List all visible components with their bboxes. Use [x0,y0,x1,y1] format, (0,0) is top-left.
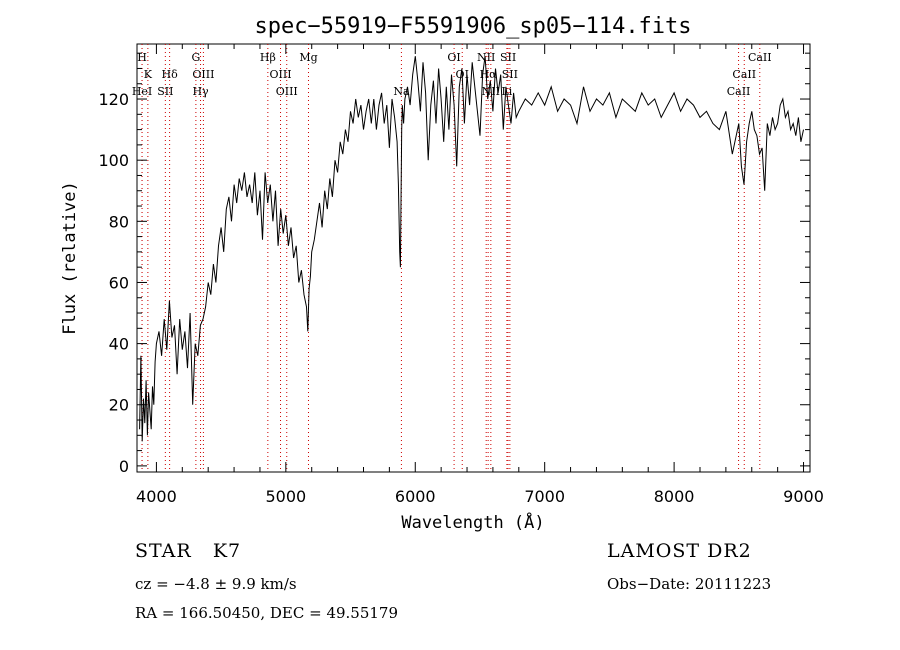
y-axis-ticks: 0 20 40 60 80 100 120 [98,52,810,476]
line-label: SII [500,51,516,64]
line-label: CaII [748,51,772,64]
line-label: OIII [192,68,214,81]
line-label: Hβ [260,51,276,64]
line-label: NII [477,51,495,64]
line-label: Li [501,85,512,98]
line-label: OIII [276,85,298,98]
object-class: STAR K7 [135,540,241,562]
line-label: CaII [727,85,751,98]
line-label: SII [157,85,173,98]
line-label: Mg [299,51,317,64]
x-tick-label: 9000 [783,487,824,506]
series-group [139,56,804,442]
y-tick-label: 20 [109,396,129,415]
y-tick-label: 100 [98,151,129,170]
spectrum-line [139,56,804,442]
line-label: Hα [480,68,498,81]
line-label: H [137,51,147,64]
x-axis-ticks: 4000 5000 6000 7000 8000 9000 [136,44,824,506]
line-label: HeI [132,85,152,98]
y-tick-label: 0 [119,457,129,476]
x-tick-label: 4000 [136,487,177,506]
coords-label: RA = 166.50450, DEC = 49.55179 [135,604,399,622]
y-tick-label: 40 [109,335,129,354]
line-markers [141,44,761,472]
y-tick-label: 120 [98,90,129,109]
plot-frame [136,43,811,473]
line-label: OI [447,51,460,64]
line-labels: HKHeIHδSIIGOIIIHγHβOIIIOIIIMgNaOIOINIIHα… [132,51,772,98]
line-label: CaII [732,68,756,81]
x-tick-label: 8000 [654,487,695,506]
x-tick-label: 7000 [524,487,565,506]
y-tick-label: 60 [109,273,129,292]
class-label: STAR [135,540,192,562]
x-tick-label: 5000 [265,487,306,506]
line-label: K [144,68,153,81]
y-tick-label: 80 [109,212,129,231]
obs-date-label: Obs−Date: 20111223 [607,575,772,593]
y-axis-label: Flux (relative) [60,181,80,335]
line-label: Hδ [162,68,179,81]
line-label: G [191,51,200,64]
survey-label: LAMOST DR2 [607,540,752,562]
chart-title: spec−55919−F5591906_sp05−114.fits [254,14,691,39]
x-axis-label: Wavelength (Å) [401,511,544,533]
line-label: Hγ [192,85,209,98]
line-label: SII [502,68,518,81]
cz-label: cz = −4.8 ± 9.9 km/s [135,575,297,593]
subclass-label: K7 [212,540,242,562]
x-tick-label: 6000 [395,487,436,506]
line-label: OIII [269,68,291,81]
